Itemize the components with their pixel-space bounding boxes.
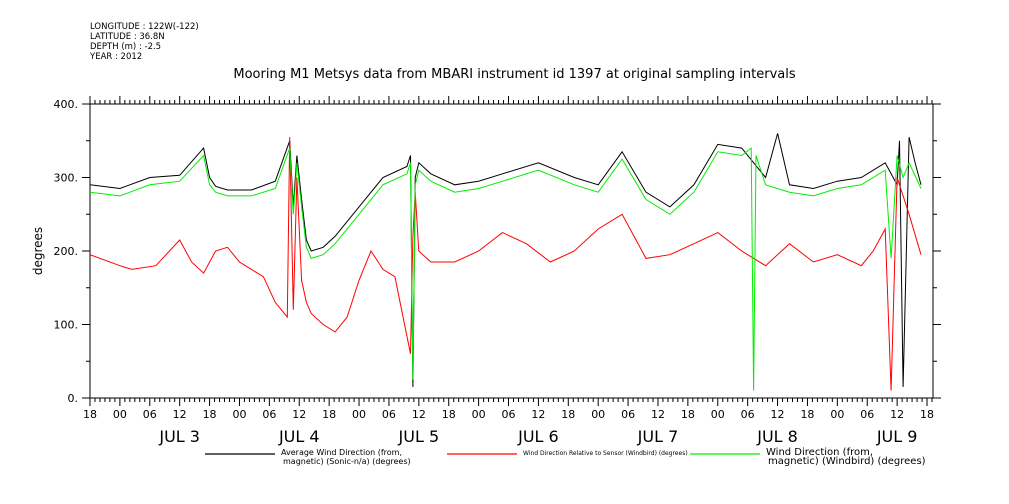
x-hour-label: 12 xyxy=(412,408,426,421)
x-hour-label: 18 xyxy=(681,408,695,421)
x-hour-label: 06 xyxy=(741,408,755,421)
x-day-label: JUL 9 xyxy=(876,427,918,446)
x-hour-label: 18 xyxy=(83,408,97,421)
x-hour-label: 00 xyxy=(352,408,366,421)
depth-label: DEPTH (m) : -2.5 xyxy=(90,42,162,52)
chart-title: Mooring M1 Metsys data from MBARI instru… xyxy=(233,67,796,82)
x-hour-label: 12 xyxy=(771,408,785,421)
x-hour-label: 18 xyxy=(561,408,575,421)
series-line-2 xyxy=(90,137,922,391)
x-day-label: JUL 4 xyxy=(278,427,320,446)
series-line-3 xyxy=(90,147,922,391)
series-line-1 xyxy=(90,133,922,388)
metadata-block: LONGITUDE : 122W(-122) LATITUDE : 36.8N … xyxy=(90,22,199,62)
x-hour-label: 06 xyxy=(143,408,157,421)
x-hour-label: 00 xyxy=(591,408,605,421)
x-hour-label: 00 xyxy=(113,408,127,421)
y-tick-label: 400. xyxy=(54,98,79,111)
x-hour-label: 18 xyxy=(800,408,814,421)
x-hour-label: 18 xyxy=(322,408,336,421)
legend-label-1: Average Wind Direction (from, xyxy=(281,448,402,457)
x-hour-label: 06 xyxy=(621,408,635,421)
latitude-label: LATITUDE : 36.8N xyxy=(90,32,165,42)
x-hour-label: 12 xyxy=(531,408,545,421)
x-hour-label: 06 xyxy=(382,408,396,421)
y-tick-label: 300. xyxy=(54,172,79,185)
x-hour-label: 00 xyxy=(830,408,844,421)
x-hour-label: 12 xyxy=(292,408,306,421)
x-hour-label: 06 xyxy=(860,408,874,421)
x-hour-label: 00 xyxy=(711,408,725,421)
x-day-label: JUL 6 xyxy=(517,427,559,446)
x-hour-label: 18 xyxy=(203,408,217,421)
x-hour-label: 12 xyxy=(173,408,187,421)
y-tick-label: 200. xyxy=(54,245,79,258)
legend-label-2: Wind Direction Relative to Sensor (Windb… xyxy=(523,450,688,457)
x-hour-label: 00 xyxy=(232,408,246,421)
legend-label-1: magnetic) (Sonic-n/a) (degrees) xyxy=(283,457,411,466)
x-day-label: JUL 3 xyxy=(158,427,200,446)
x-day-label: JUL 8 xyxy=(756,427,798,446)
x-hour-label: 06 xyxy=(262,408,276,421)
legend-label-3: magnetic) (Windbird) (degrees) xyxy=(768,456,926,467)
year-label: YEAR : 2012 xyxy=(90,52,143,62)
x-hour-label: 06 xyxy=(502,408,516,421)
longitude-label: LONGITUDE : 122W(-122) xyxy=(90,22,199,32)
x-day-label: JUL 5 xyxy=(398,427,440,446)
legend-label-3: Wind Direction (from, xyxy=(766,447,873,458)
y-tick-label: 100. xyxy=(54,319,79,332)
x-hour-label: 12 xyxy=(890,408,904,421)
x-hour-label: 12 xyxy=(651,408,665,421)
y-tick-label: 0. xyxy=(68,392,79,405)
y-axis-label: degrees xyxy=(31,227,45,275)
x-hour-label: 00 xyxy=(472,408,486,421)
x-hour-label: 18 xyxy=(442,408,456,421)
x-day-label: JUL 7 xyxy=(637,427,679,446)
x-hour-label: 18 xyxy=(920,408,934,421)
